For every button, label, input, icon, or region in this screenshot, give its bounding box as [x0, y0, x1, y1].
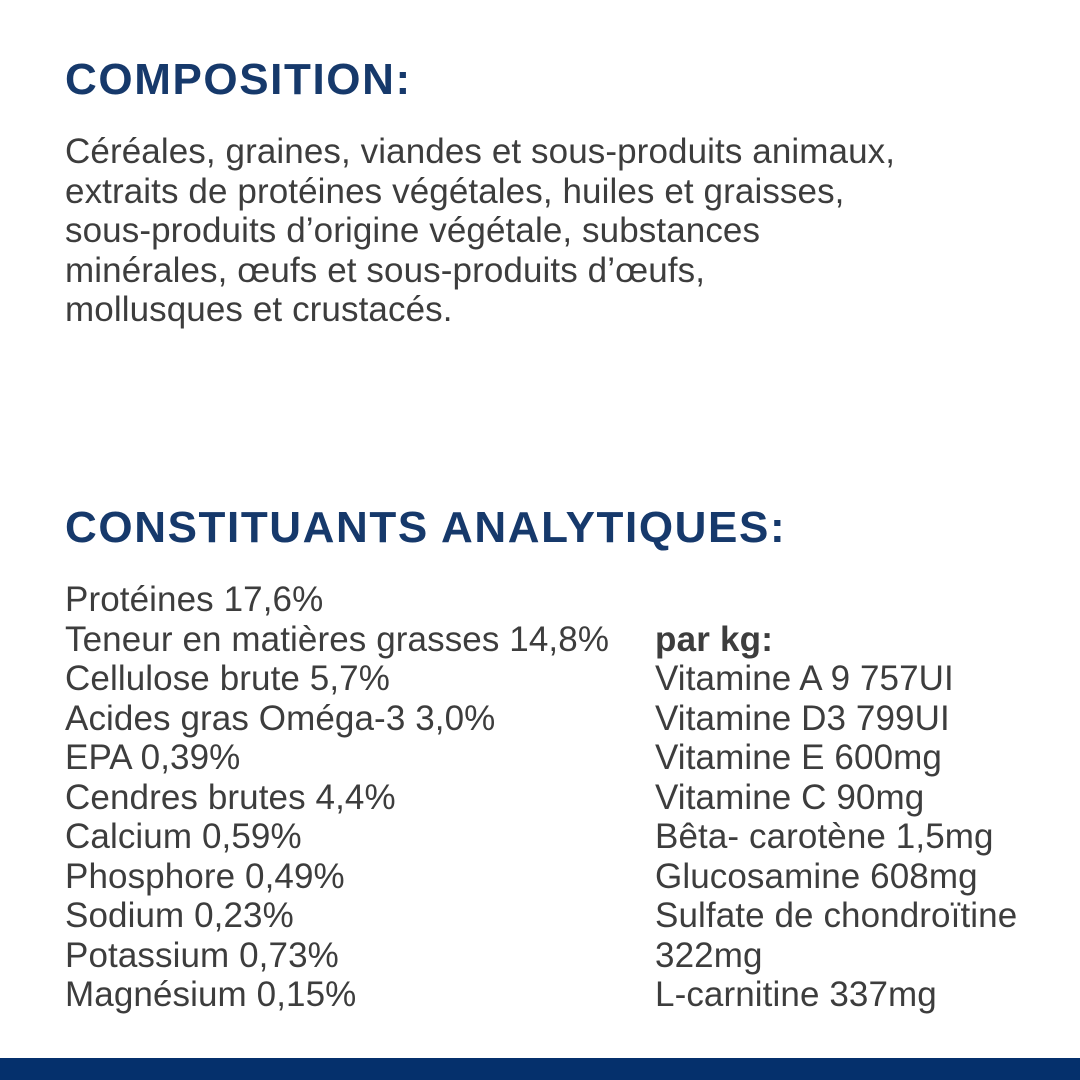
analytical-constituents-heading: CONSTITUANTS ANALYTIQUES:: [65, 503, 787, 552]
micronutrient-item: Vitamine E 600mg: [655, 738, 942, 777]
micronutrient-item: Bêta- carotène 1,5mg: [655, 817, 994, 856]
composition-line: mollusques et crustacés.: [65, 290, 453, 329]
composition-text: Céréales, graines, viandes et sous-produ…: [65, 132, 1055, 330]
constituent-item: Magnésium 0,15%: [65, 975, 357, 1014]
micronutrient-item: Vitamine A 9 757UI: [655, 659, 954, 698]
composition-heading: COMPOSITION:: [65, 55, 412, 104]
micronutrient-item: L-carnitine 337mg: [655, 975, 937, 1014]
micronutrient-item: Glucosamine 608mg: [655, 856, 978, 896]
constituent-item: Acides gras Oméga-3 3,0%: [65, 698, 496, 738]
composition-line: Céréales, graines, viandes et sous-produ…: [65, 132, 896, 171]
constituent-item: Phosphore 0,49%: [65, 856, 345, 896]
composition-line: minérales, œufs et sous-produits d’œufs,: [65, 250, 706, 290]
micronutrient-item: Vitamine D3 799UI: [655, 698, 950, 738]
constituent-item: EPA 0,39%: [65, 738, 241, 777]
constituent-item: Cellulose brute 5,7%: [65, 659, 390, 698]
constituent-item: Sodium 0,23%: [65, 896, 294, 935]
per-kg-label: par kg:: [655, 619, 774, 659]
constituent-item: Potassium 0,73%: [65, 935, 339, 975]
micronutrient-item: Vitamine C 90mg: [655, 777, 925, 817]
composition-line: sous-produits d’origine végétale, substa…: [65, 211, 761, 250]
constituent-item: Cendres brutes 4,4%: [65, 777, 396, 817]
constituent-item: Protéines 17,6%: [65, 580, 324, 619]
bottom-brand-bar: [0, 1058, 1080, 1080]
micronutrient-item: Sulfate de chondroïtine 322mg: [655, 896, 1018, 975]
constituents-left-column: Protéines 17,6% Teneur en matières grass…: [65, 580, 645, 1015]
constituent-item: Teneur en matières grasses 14,8%: [65, 619, 610, 659]
analytical-constituents-body: Protéines 17,6% Teneur en matières grass…: [65, 580, 1065, 1020]
constituents-right-column: par kg: Vitamine A 9 757UI Vitamine D3 7…: [655, 620, 1065, 1015]
constituent-item: Calcium 0,59%: [65, 817, 302, 856]
composition-line: extraits de protéines végétales, huiles …: [65, 171, 845, 211]
